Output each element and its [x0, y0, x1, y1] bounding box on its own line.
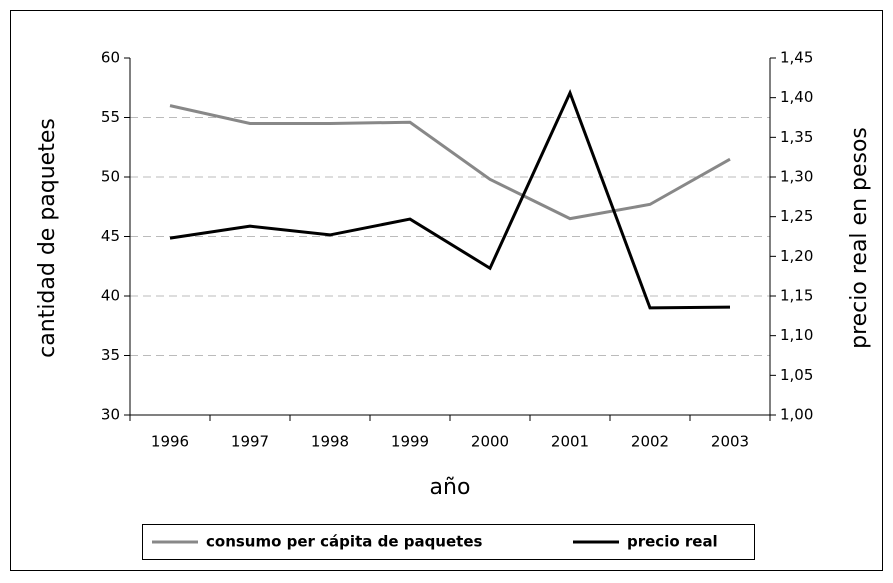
x-tick-label: 1998	[311, 433, 349, 451]
y-tick-label: 50	[101, 168, 120, 186]
y2-tick-label: 1,15	[780, 287, 813, 305]
x-axis-title: año	[430, 475, 471, 500]
y2-axis-title: precio real en pesos	[847, 127, 872, 349]
y2-tick-label: 1,05	[780, 366, 813, 384]
y-tick-label: 55	[101, 108, 120, 126]
y2-tick-label: 1,40	[780, 88, 813, 106]
x-tick-label: 2003	[711, 433, 749, 451]
legend-label: consumo per cápita de paquetes	[206, 533, 483, 551]
y-tick-label: 35	[101, 346, 120, 364]
y-tick-label: 45	[101, 227, 120, 245]
line-series	[169, 88, 731, 310]
y2-tick-label: 1,20	[780, 247, 813, 265]
x-tick-label: 2000	[471, 433, 509, 451]
x-tick-label: 1996	[151, 433, 189, 451]
line-series	[169, 104, 731, 221]
x-tick-label: 2002	[631, 433, 669, 451]
x-tick-label: 1997	[231, 433, 269, 451]
y2-tick-label: 1,45	[780, 49, 813, 67]
y2-tick-label: 1,25	[780, 207, 813, 225]
y-tick-label: 30	[101, 406, 120, 424]
y-axis-title: cantidad de paquetes	[35, 118, 60, 358]
x-tick-label: 2001	[551, 433, 589, 451]
y2-tick-label: 1,30	[780, 168, 813, 186]
chart-border	[10, 10, 883, 571]
y2-tick-label: 1,35	[780, 128, 813, 146]
y2-tick-label: 1,00	[780, 406, 813, 424]
x-tick-label: 1999	[391, 433, 429, 451]
y2-tick-label: 1,10	[780, 326, 813, 344]
y-tick-label: 60	[101, 49, 120, 67]
legend-label: precio real	[627, 533, 718, 551]
y-tick-label: 40	[101, 287, 120, 305]
legend-box	[142, 524, 755, 560]
